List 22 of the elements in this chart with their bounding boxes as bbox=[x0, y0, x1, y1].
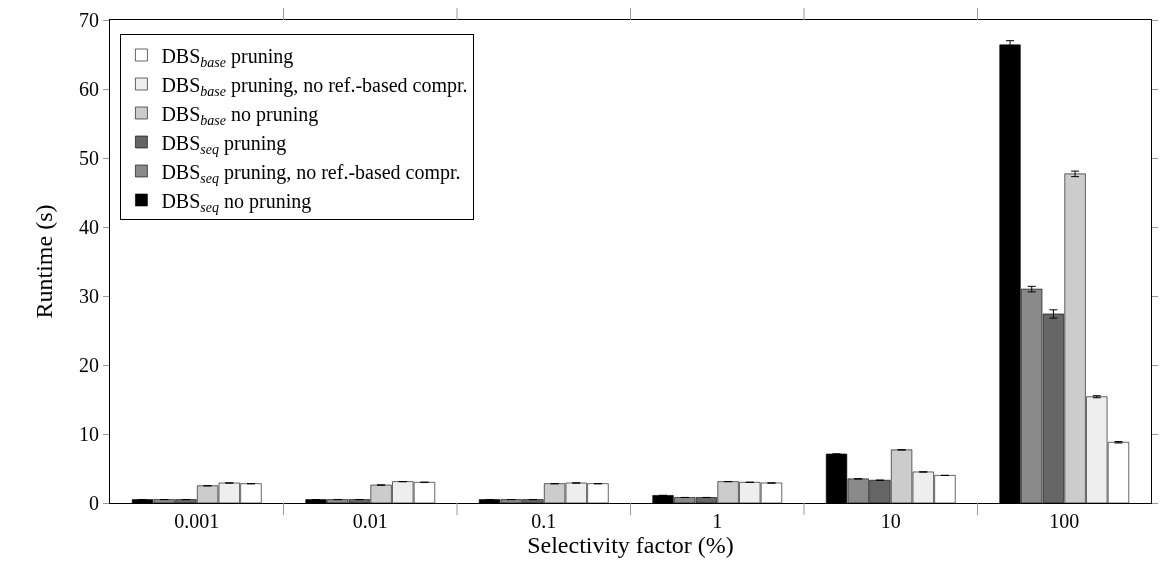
x-tick-label: 100 bbox=[1049, 510, 1080, 532]
x-tick-label: 0.1 bbox=[531, 510, 557, 532]
x-tick-label: 10 bbox=[880, 510, 901, 532]
legend-label: DBS$_{seq}$ no pruning bbox=[161, 189, 312, 215]
x-tick-label: 0.001 bbox=[174, 510, 220, 532]
legend-label: DBS$_{base}$ pruning, no ref.-based compr. bbox=[161, 73, 468, 99]
x-tick-label: 0.01 bbox=[352, 510, 388, 532]
legend-label: DBS$_{seq}$ pruning bbox=[161, 131, 287, 157]
y-tick-label: 60 bbox=[79, 78, 99, 100]
legend-label: DBS$_{seq}$ pruning, no ref.-based compr. bbox=[161, 160, 461, 186]
legend-label: DBS$_{base}$ pruning bbox=[161, 44, 294, 70]
x-tick-label: 1 bbox=[712, 510, 723, 532]
x-axis-title: Selectivity factor (%) bbox=[527, 532, 734, 558]
y-tick-label: 70 bbox=[79, 9, 99, 31]
y-tick-label: 0 bbox=[89, 492, 99, 514]
y-tick-label: 40 bbox=[79, 216, 99, 238]
legend-label: DBS$_{base}$ no pruning bbox=[161, 102, 319, 128]
y-tick-label: 20 bbox=[79, 354, 99, 376]
y-tick-label: 30 bbox=[79, 285, 99, 307]
y-axis-title: Runtime (s) bbox=[31, 204, 57, 319]
y-tick-label: 10 bbox=[79, 423, 99, 445]
y-tick-label: 50 bbox=[79, 147, 99, 169]
